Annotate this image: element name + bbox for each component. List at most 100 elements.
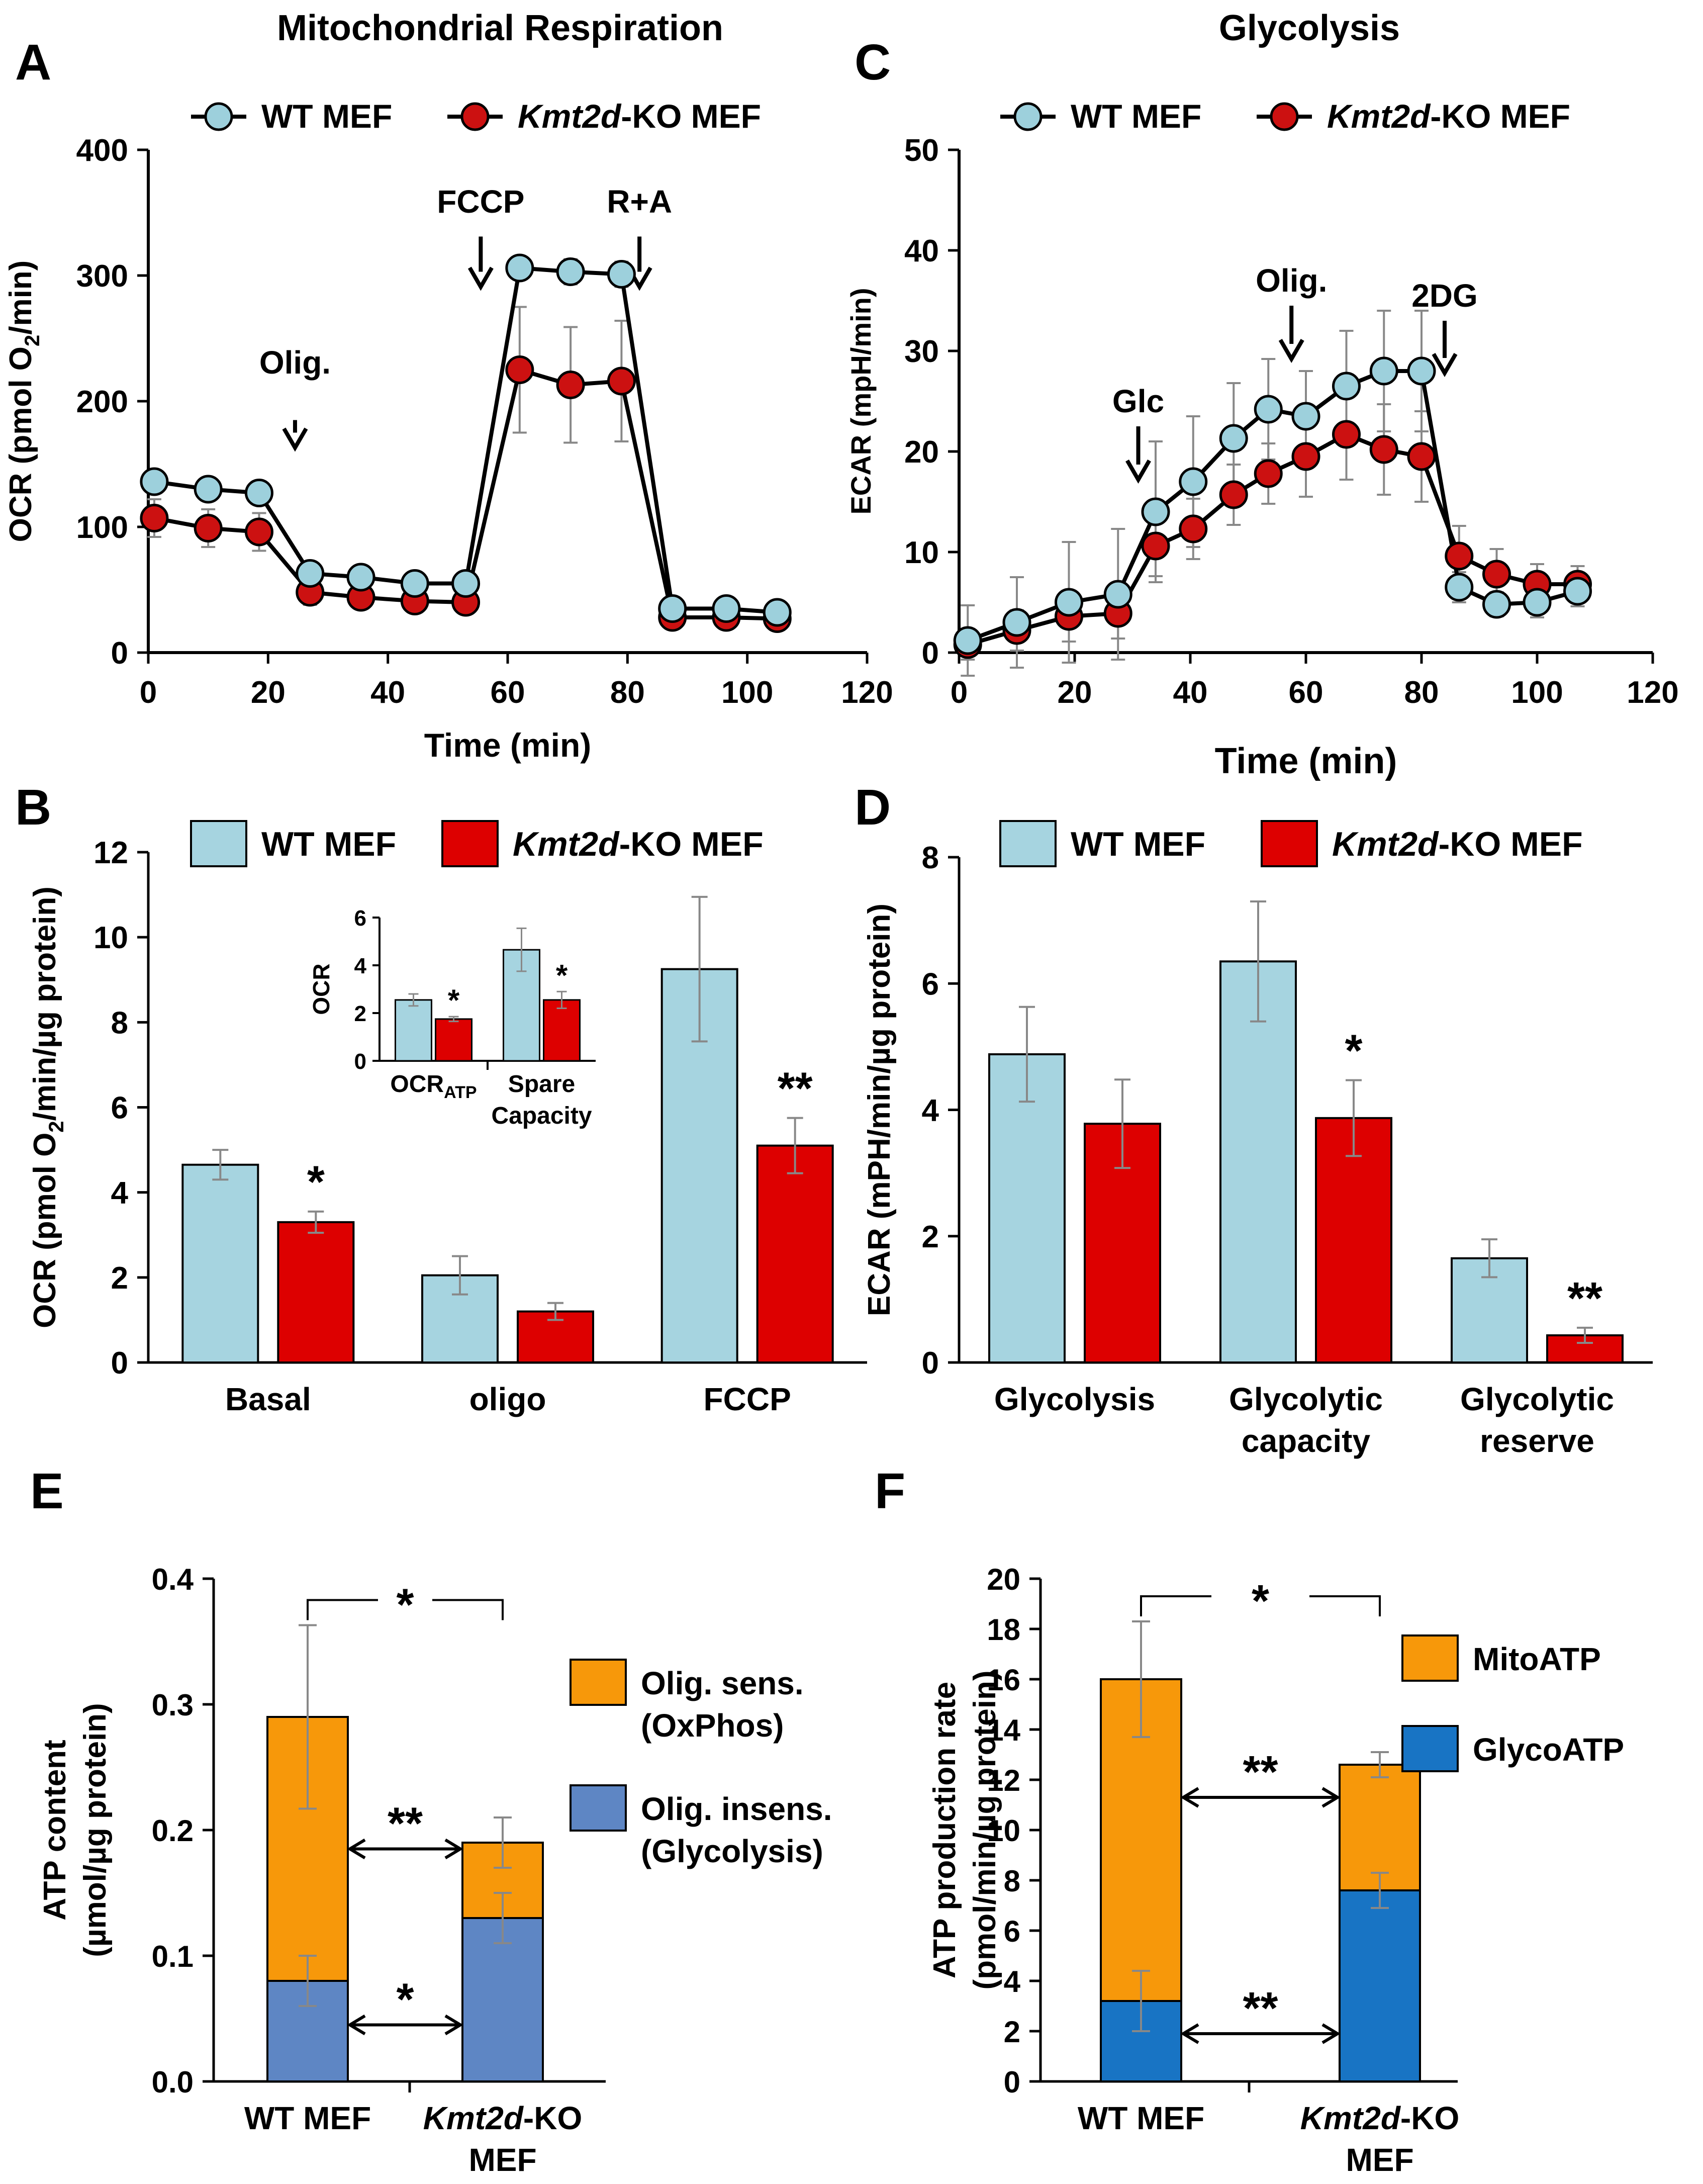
- data-point: [1103, 580, 1132, 609]
- axes: 0 10 20 30 40 50 0 20 40 60 80 100 120 Time (min) ECAR…: [845, 133, 1679, 781]
- y-axis-title: ECAR (mPH/min/µg protein): [862, 903, 897, 1316]
- bar-group: Basal *: [181, 1149, 355, 1417]
- bar-ko: [1315, 1117, 1392, 1364]
- legend-item: WT MEF: [999, 820, 1205, 867]
- legend-swatch: [441, 820, 499, 867]
- error-bar: [1250, 900, 1266, 1023]
- category-label: WT MEF: [1078, 2100, 1204, 2136]
- bracket-left: [1140, 1595, 1211, 1616]
- significance-marker: **: [1567, 1273, 1602, 1324]
- inset-error-bar: [516, 927, 527, 972]
- error-bar: [308, 1210, 324, 1234]
- y-axis-title-tail: /min): [4, 260, 38, 335]
- bar-group: FCCP **: [660, 895, 834, 1417]
- panel-label: A: [15, 34, 51, 90]
- error-bar: [1019, 1006, 1035, 1103]
- data-point: [451, 569, 481, 598]
- data-point: [400, 569, 429, 598]
- data-point: [712, 594, 741, 623]
- treatment-annotation: Olig.: [1256, 262, 1327, 363]
- data-point: [1141, 531, 1170, 561]
- significance-bracket: [307, 1599, 504, 1620]
- series-line-wt: [967, 369, 1578, 643]
- arrow-head-right: [444, 2014, 463, 2036]
- y-tick-label: 12: [987, 1764, 1020, 1797]
- inset-significance-marker: *: [448, 983, 460, 1017]
- legend-label: MitoATP: [1473, 1641, 1601, 1677]
- y-axis-title-line2: (pmol/min/µg protein): [968, 1671, 1002, 1990]
- error-bar-bottom: [1132, 1970, 1150, 2032]
- category-label-line2: MEF: [468, 2142, 536, 2178]
- y-tick-label: 0.1: [152, 1940, 194, 1973]
- panel-label: B: [15, 779, 51, 836]
- treatment-label: Olig.: [1256, 262, 1327, 299]
- data-point: [1445, 541, 1474, 571]
- stacked-bar: WT MEF: [1078, 1620, 1204, 2136]
- x-tick-label: 0: [951, 675, 968, 710]
- y-axis-title: OCR (pmol O2/min): [4, 260, 44, 542]
- legend-text: WT MEF: [1071, 98, 1201, 135]
- legend-item: Kmt2d-KO MEF: [1261, 820, 1583, 867]
- chart-title: Mitochondrial Respiration: [277, 8, 723, 48]
- y-tick-label: 6: [1004, 1915, 1020, 1948]
- arrow-head: [467, 266, 494, 291]
- inset-y-tick-label: 6: [354, 906, 366, 931]
- data-point: [1445, 573, 1474, 602]
- legend: WT MEF Kmt2d-KO MEF: [191, 98, 761, 135]
- y-tick-label: 2: [922, 1220, 939, 1254]
- legend: MitoATP GlycoATP: [1401, 1634, 1624, 1772]
- y-tick-label: 0: [111, 1346, 128, 1381]
- legend-label: Kmt2d-KO MEF: [1327, 98, 1570, 135]
- bar-segment-bottom: [461, 1917, 544, 2082]
- treatment-annotation: 2DG: [1411, 278, 1478, 377]
- legend-label: WT MEF: [1071, 825, 1205, 863]
- data-point: [140, 467, 169, 496]
- legend-label: Olig. sens.: [641, 1665, 804, 1701]
- x-tick-label: 120: [841, 675, 893, 710]
- significance-marker: **: [778, 1064, 813, 1114]
- legend-marker: [460, 102, 490, 131]
- bar-ko: [277, 1221, 355, 1363]
- bar-wt: [1219, 960, 1297, 1363]
- y-axis-title: OCR (pmol O2/min/µg protein): [28, 886, 68, 1328]
- x-tick-label: 20: [1058, 675, 1092, 710]
- panel-C: C Glycolysis WT MEF Kmt2d-KO MEF 0 10 20 30 40 50…: [845, 8, 1679, 781]
- category-label: Kmt2d-KO: [1300, 2100, 1459, 2136]
- y-tick-label: 16: [987, 1663, 1020, 1697]
- data-point: [346, 563, 375, 592]
- legend-item: WT MEF: [1000, 98, 1201, 135]
- significance-total: *: [396, 1580, 414, 1630]
- x-tick-label: 60: [491, 675, 525, 710]
- y-tick-label: 8: [111, 1006, 128, 1040]
- error-bar-top: [494, 1816, 512, 1869]
- series-line-wt: [154, 266, 778, 614]
- inset-y-tick-label: 4: [354, 954, 367, 978]
- y-tick-label: 0.4: [152, 1563, 194, 1596]
- data-point: [1407, 442, 1436, 471]
- significance: *****: [1140, 1576, 1381, 2044]
- y-tick-label: 4: [1004, 1965, 1021, 1998]
- y-tick-label: 40: [904, 234, 939, 268]
- error-bar: [1114, 1078, 1130, 1169]
- data-point: [1219, 480, 1248, 509]
- category-label-line2: MEF: [1346, 2142, 1413, 2178]
- arrow-head-left: [347, 2014, 366, 2036]
- bar-group: Glycolysis: [988, 1006, 1161, 1417]
- y-axis-title: ATP production rate: [927, 1682, 962, 1978]
- legend-item: MitoATP: [1401, 1634, 1601, 1682]
- x-tick-label: 60: [1289, 675, 1323, 710]
- y-tick-label: 6: [111, 1091, 128, 1126]
- y-tick-label: 4: [922, 1094, 939, 1128]
- x-tick-label: 80: [1404, 675, 1439, 710]
- y-tick-label: 12: [93, 836, 128, 870]
- category-italic: Kmt2d: [1300, 2100, 1401, 2136]
- y-tick-label: 4: [111, 1176, 129, 1211]
- legend-swatch: [1401, 1725, 1459, 1772]
- y-axis-title: ATP content: [38, 1740, 72, 1920]
- legend-swatch: [570, 1784, 627, 1832]
- legend-item: Kmt2d-KO MEF: [447, 98, 761, 135]
- data-point: [607, 260, 636, 289]
- legend: WT MEF Kmt2d-KO MEF: [190, 820, 764, 867]
